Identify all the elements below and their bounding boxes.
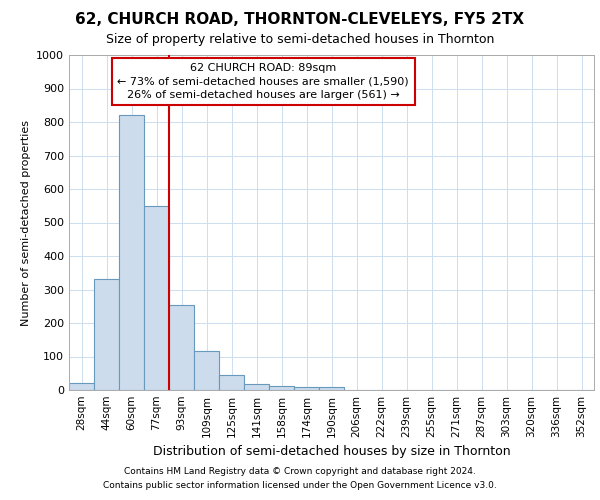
Text: 62 CHURCH ROAD: 89sqm
← 73% of semi-detached houses are smaller (1,590)
26% of s: 62 CHURCH ROAD: 89sqm ← 73% of semi-deta… bbox=[118, 64, 409, 100]
Text: Contains public sector information licensed under the Open Government Licence v3: Contains public sector information licen… bbox=[103, 481, 497, 490]
Bar bbox=[169, 304, 194, 390]
X-axis label: Distribution of semi-detached houses by size in Thornton: Distribution of semi-detached houses by … bbox=[152, 446, 511, 458]
Bar bbox=[244, 384, 269, 390]
Y-axis label: Number of semi-detached properties: Number of semi-detached properties bbox=[20, 120, 31, 326]
Bar bbox=[269, 386, 294, 390]
Text: Contains HM Land Registry data © Crown copyright and database right 2024.: Contains HM Land Registry data © Crown c… bbox=[124, 467, 476, 476]
Bar bbox=[119, 116, 144, 390]
Bar bbox=[194, 352, 219, 390]
Bar bbox=[144, 206, 169, 390]
Bar bbox=[294, 386, 319, 390]
Bar bbox=[319, 388, 344, 390]
Bar bbox=[69, 384, 94, 390]
Text: 62, CHURCH ROAD, THORNTON-CLEVELEYS, FY5 2TX: 62, CHURCH ROAD, THORNTON-CLEVELEYS, FY5… bbox=[76, 12, 524, 28]
Text: Size of property relative to semi-detached houses in Thornton: Size of property relative to semi-detach… bbox=[106, 32, 494, 46]
Bar bbox=[94, 280, 119, 390]
Bar bbox=[219, 375, 244, 390]
